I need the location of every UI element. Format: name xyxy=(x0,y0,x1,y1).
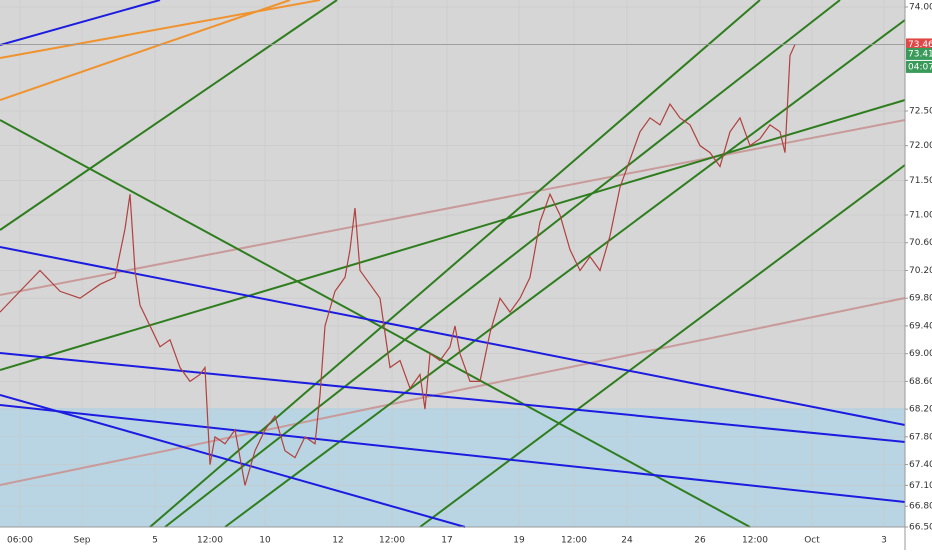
y-tick-label: 66.80 xyxy=(909,502,932,512)
x-tick-label: 06:00 xyxy=(7,536,33,546)
y-tick-label: 71.00 xyxy=(909,211,932,221)
x-tick-label: 12:00 xyxy=(379,536,405,546)
x-tick-label: 12:00 xyxy=(197,536,223,546)
x-tick-label: 12:00 xyxy=(742,536,768,546)
x-tick-label: 19 xyxy=(513,536,525,546)
y-tick-label: 69.40 xyxy=(909,321,932,331)
price-tag xyxy=(906,38,932,51)
y-tick-label: 66.50 xyxy=(909,523,932,533)
y-tick-label: 69.80 xyxy=(909,294,932,304)
countdown-tag xyxy=(906,60,932,73)
price-line xyxy=(0,44,796,486)
x-tick-label: 26 xyxy=(694,536,706,546)
x-tick-label: 17 xyxy=(441,536,452,546)
y-tick-label: 72.00 xyxy=(909,141,932,151)
x-tick-label: Sep xyxy=(74,536,91,546)
price-tag-label: 73.46 xyxy=(908,40,932,50)
countdown-label: 04:07 xyxy=(908,62,932,72)
y-tick-label: 70.20 xyxy=(909,266,932,276)
x-tick-label: 12:00 xyxy=(561,536,587,546)
x-tick-label: 10 xyxy=(259,536,271,546)
y-tick-label: 72.50 xyxy=(909,107,932,117)
y-tick-label: 67.10 xyxy=(909,481,932,491)
x-tick-label: 3 xyxy=(881,536,887,546)
y-tick-label: 67.80 xyxy=(909,432,932,442)
y-tick-label: 67.40 xyxy=(909,460,932,470)
y-tick-label: 74.00 xyxy=(909,3,932,13)
price-tag-label: 73.41 xyxy=(908,49,932,59)
x-tick-label: 5 xyxy=(152,536,158,546)
y-tick-label: 69.00 xyxy=(909,349,932,359)
x-tick-label: 24 xyxy=(621,536,633,546)
y-tick-label: 68.60 xyxy=(909,377,932,387)
y-tick-label: 68.20 xyxy=(909,405,932,415)
x-tick-label: Oct xyxy=(804,536,820,546)
y-tick-label: 71.50 xyxy=(909,176,932,186)
x-tick-label: 12 xyxy=(332,536,343,546)
y-tick-label: 70.60 xyxy=(909,238,932,248)
price-tag xyxy=(906,47,932,60)
zone xyxy=(0,408,905,527)
